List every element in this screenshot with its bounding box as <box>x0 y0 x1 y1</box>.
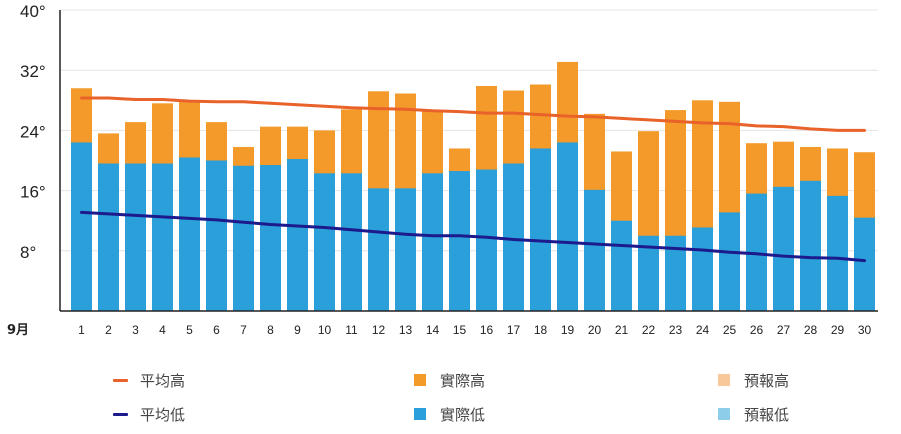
x-tick-label: 8 <box>267 323 274 337</box>
x-tick-label: 14 <box>426 323 440 337</box>
bar-actual-low <box>800 180 821 311</box>
bar-actual-low <box>287 158 308 311</box>
x-tick-label: 27 <box>777 323 791 337</box>
x-tick-label: 1 <box>78 323 85 337</box>
x-tick-label: 25 <box>723 323 737 337</box>
x-tick-label: 26 <box>750 323 764 337</box>
bar-actual-low <box>341 173 362 311</box>
x-tick-label: 17 <box>507 323 521 337</box>
bar-actual-low <box>449 171 470 311</box>
y-tick-label: 40° <box>20 2 46 21</box>
x-tick-label: 6 <box>213 323 220 337</box>
x-tick-label: 7 <box>240 323 247 337</box>
legend-item: 實際高 <box>414 368 485 392</box>
y-tick-label: 32° <box>20 62 46 81</box>
x-tick-label: 12 <box>372 323 386 337</box>
x-tick-label: 28 <box>804 323 818 337</box>
bars-actual-low <box>71 142 875 311</box>
x-tick-label: 22 <box>642 323 656 337</box>
x-tick-label: 23 <box>669 323 683 337</box>
bar-actual-low <box>152 163 173 311</box>
x-tick-label: 13 <box>399 323 413 337</box>
x-tick-label: 15 <box>453 323 467 337</box>
legend-item: 平均低 <box>113 402 185 426</box>
legend-item: 預報低 <box>718 402 789 426</box>
bar-actual-low <box>584 189 605 311</box>
legend-label: 平均低 <box>140 405 186 424</box>
legend-box-swatch <box>718 374 730 386</box>
bar-actual-low <box>503 163 524 311</box>
bar-actual-low <box>71 142 92 311</box>
y-tick-label: 24° <box>20 122 46 141</box>
bar-actual-low <box>638 235 659 311</box>
bar-actual-low <box>260 165 281 311</box>
legend-label: 實際低 <box>440 405 486 424</box>
bar-actual-low <box>98 163 119 311</box>
bar-actual-low <box>692 227 713 311</box>
bar-actual-low <box>179 157 200 311</box>
bar-actual-low <box>665 235 686 311</box>
bar-actual-low <box>827 195 848 311</box>
legend-box-swatch <box>414 408 426 420</box>
bar-actual-low <box>773 186 794 311</box>
x-tick-label: 29 <box>831 323 845 337</box>
legend-line-swatch <box>113 378 128 382</box>
legend-box-swatch <box>718 408 730 420</box>
bar-actual-low <box>368 188 389 311</box>
line-average-low <box>80 210 866 263</box>
bar-actual-low <box>530 148 551 311</box>
chart-legend: 平均高 實際高 預報高平均低 實際低 預報低 <box>0 360 901 430</box>
bar-actual-low <box>557 142 578 311</box>
x-tick-label: 2 <box>105 323 112 337</box>
x-axis-ticks: 1 2 3 4 5 6 7 8 9 10 11 12 13 14 15 16 17 18 19 20 21 22 23 24 2… <box>78 323 871 337</box>
x-tick-label: 18 <box>534 323 548 337</box>
x-tick-label: 10 <box>318 323 332 337</box>
bar-actual-low <box>719 212 740 311</box>
x-tick-label: 24 <box>696 323 710 337</box>
legend-label: 預報低 <box>744 405 790 424</box>
bar-actual-low <box>611 220 632 311</box>
legend-item: 實際低 <box>414 402 485 426</box>
x-tick-label: 9 <box>294 323 301 337</box>
legend-item: 平均高 <box>113 368 185 392</box>
legend-item: 預報高 <box>718 368 789 392</box>
y-tick-label: 16° <box>20 183 46 202</box>
average-lines <box>80 96 866 263</box>
legend-label: 預報高 <box>744 371 790 390</box>
x-tick-label: 11 <box>345 323 358 337</box>
x-tick-label: 30 <box>858 323 872 337</box>
bar-actual-low <box>854 217 875 311</box>
temperature-chart: 8°16°24°32°40° 1 2 3 4 5 6 7 8 9 10 11 12 13 14 15 16 17… <box>7 2 878 338</box>
legend-line-swatch <box>113 412 128 416</box>
bar-actual-low <box>206 160 227 311</box>
x-tick-label: 16 <box>480 323 494 337</box>
bar-actual-low <box>395 188 416 311</box>
y-tick-label: 8° <box>20 243 36 262</box>
bar-actual-low <box>314 173 335 311</box>
legend-box-swatch <box>414 374 426 386</box>
bar-actual-low <box>125 163 146 311</box>
legend-label: 平均高 <box>140 371 186 390</box>
bar-actual-low <box>476 169 497 311</box>
legend-label: 實際高 <box>440 371 486 390</box>
x-tick-label: 4 <box>159 323 166 337</box>
x-tick-label: 3 <box>132 323 139 337</box>
month-label: 9月 <box>7 323 29 338</box>
bar-actual-low <box>422 173 443 311</box>
x-tick-label: 5 <box>186 323 193 337</box>
y-axis-ticks: 8° 16° 24° 32° 40° <box>20 2 46 262</box>
x-tick-label: 19 <box>561 323 575 337</box>
x-tick-label: 21 <box>615 323 629 337</box>
line-average-high <box>80 96 866 132</box>
x-tick-label: 20 <box>588 323 602 337</box>
bar-actual-low <box>233 165 254 311</box>
